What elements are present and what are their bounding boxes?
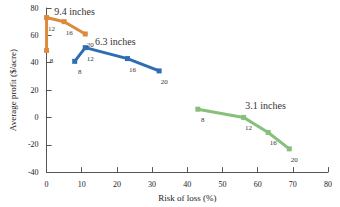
svg-text:-40: -40 [28,168,39,177]
svg-text:60: 60 [31,31,39,40]
svg-text:20: 20 [113,180,121,189]
svg-text:8: 8 [201,116,205,124]
svg-text:12: 12 [87,55,95,63]
svg-text:20: 20 [161,78,169,86]
svg-text:9.4 inches: 9.4 inches [54,6,95,17]
svg-text:10: 10 [78,180,86,189]
svg-text:0: 0 [35,113,39,122]
svg-text:80: 80 [31,4,39,13]
svg-text:3.1 inches: 3.1 inches [245,100,286,111]
svg-text:30: 30 [148,180,156,189]
svg-text:60: 60 [254,180,262,189]
svg-text:12: 12 [245,124,253,132]
svg-text:Risk of loss (%): Risk of loss (%) [158,193,216,203]
svg-text:6.3 inches: 6.3 inches [95,36,136,47]
svg-text:20: 20 [291,156,299,164]
svg-text:20: 20 [87,41,95,49]
svg-text:0: 0 [45,180,49,189]
svg-text:16: 16 [129,66,137,74]
svg-text:40: 40 [183,180,191,189]
svg-text:16: 16 [66,29,74,37]
svg-text:Average profit ($/acre): Average profit ($/acre) [8,49,18,131]
svg-text:16: 16 [270,139,278,147]
svg-text:50: 50 [218,180,226,189]
svg-text:8: 8 [78,68,82,76]
svg-text:8: 8 [50,57,54,65]
svg-text:20: 20 [31,86,39,95]
svg-text:70: 70 [289,180,297,189]
svg-text:40: 40 [31,58,39,67]
svg-text:80: 80 [324,180,332,189]
svg-text:-20: -20 [28,140,39,149]
svg-text:12: 12 [48,25,56,33]
